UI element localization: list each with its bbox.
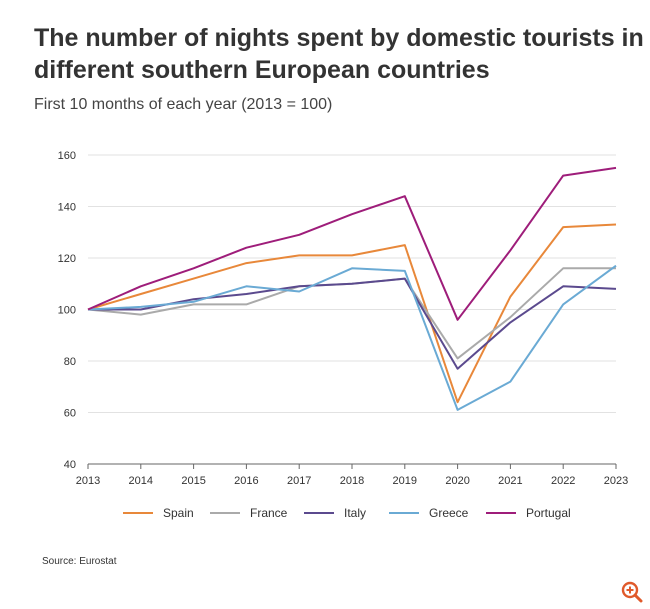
x-tick-label: 2017 bbox=[287, 475, 311, 487]
series-line-portugal bbox=[87, 166, 617, 321]
x-tick-label: 2014 bbox=[129, 475, 153, 487]
series-line-spain bbox=[87, 223, 617, 404]
y-tick-label: 100 bbox=[58, 305, 76, 317]
x-tick-label: 2023 bbox=[604, 475, 628, 487]
x-tick-label: 2019 bbox=[393, 475, 417, 487]
x-tick-label: 2021 bbox=[498, 475, 522, 487]
y-tick-label: 40 bbox=[64, 459, 76, 471]
gridlines bbox=[88, 154, 616, 413]
x-tick-label: 2016 bbox=[234, 475, 258, 487]
y-tick-label: 120 bbox=[58, 253, 76, 265]
legend-label-france: France bbox=[250, 506, 288, 520]
y-tick-label: 160 bbox=[58, 150, 76, 162]
x-tick-label: 2022 bbox=[551, 475, 575, 487]
legend-label-italy: Italy bbox=[344, 506, 366, 520]
chart-subtitle: First 10 months of each year (2013 = 100… bbox=[34, 96, 333, 113]
source-note: Source: Eurostat bbox=[42, 556, 117, 567]
y-tick-label: 80 bbox=[64, 356, 76, 368]
x-axis: 2013 2014 2015 2016 2017 2018 2019 2020 2021 2022… bbox=[76, 463, 628, 487]
x-tick-label: 2015 bbox=[181, 475, 205, 487]
series-line-greece bbox=[87, 264, 617, 411]
legend-label-spain: Spain bbox=[163, 506, 194, 520]
x-tick-label: 2013 bbox=[76, 475, 100, 487]
legend-label-greece: Greece bbox=[429, 506, 469, 520]
x-tick-label: 2018 bbox=[340, 475, 364, 487]
legend-label-portugal: Portugal bbox=[526, 506, 571, 520]
series-lines bbox=[87, 166, 617, 411]
series-line-france bbox=[87, 267, 616, 360]
x-tick-label: 2020 bbox=[445, 475, 469, 487]
y-axis: 40 60 80 100 120 140 160 bbox=[58, 150, 76, 471]
y-tick-label: 140 bbox=[58, 202, 76, 214]
legend: Spain France Italy Greece Portugal bbox=[123, 506, 571, 520]
y-tick-label: 60 bbox=[64, 408, 76, 420]
zoom-in-icon[interactable] bbox=[620, 580, 644, 604]
chart-title: The number of nights spent by domestic t… bbox=[34, 24, 644, 84]
